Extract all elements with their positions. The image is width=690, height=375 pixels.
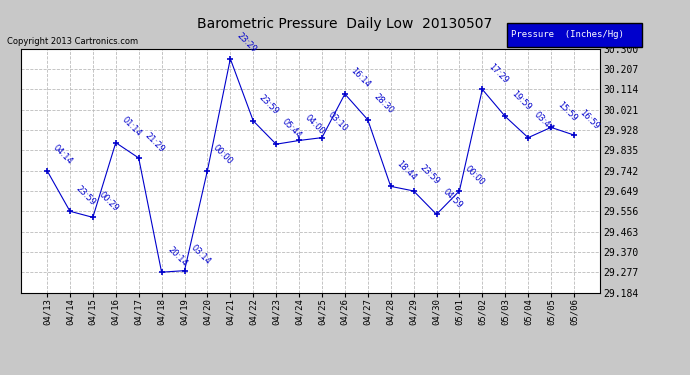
- Text: 17:29: 17:29: [486, 62, 510, 85]
- Text: 01:14: 01:14: [120, 116, 143, 138]
- Text: 18:44: 18:44: [395, 159, 418, 182]
- Text: 23:59: 23:59: [417, 164, 441, 187]
- Text: 16:14: 16:14: [349, 66, 373, 90]
- Text: Copyright 2013 Cartronics.com: Copyright 2013 Cartronics.com: [7, 38, 138, 46]
- Text: 04:59: 04:59: [441, 187, 464, 210]
- Text: Barometric Pressure  Daily Low  20130507: Barometric Pressure Daily Low 20130507: [197, 17, 493, 31]
- Text: 28:30: 28:30: [372, 92, 395, 116]
- Text: 00:29: 00:29: [97, 190, 120, 213]
- Text: 19:59: 19:59: [509, 89, 533, 112]
- Text: 23:29: 23:29: [235, 32, 258, 55]
- Text: 03:14: 03:14: [188, 243, 212, 267]
- Text: 21:29: 21:29: [143, 130, 166, 154]
- Text: 05:44: 05:44: [280, 117, 304, 140]
- Text: 03:10: 03:10: [326, 110, 349, 134]
- Text: 00:00: 00:00: [464, 164, 486, 187]
- Text: 04:00: 04:00: [303, 113, 326, 136]
- Text: Pressure  (Inches/Hg): Pressure (Inches/Hg): [511, 30, 624, 39]
- Text: 23:59: 23:59: [257, 93, 281, 117]
- Text: 04:14: 04:14: [51, 143, 75, 166]
- Text: 03:44: 03:44: [532, 110, 555, 134]
- Text: 23:59: 23:59: [74, 184, 97, 207]
- Text: 00:00: 00:00: [212, 143, 235, 166]
- Text: 20:14: 20:14: [166, 245, 189, 268]
- Text: 15:59: 15:59: [555, 100, 578, 123]
- Text: 16:59: 16:59: [578, 108, 602, 131]
